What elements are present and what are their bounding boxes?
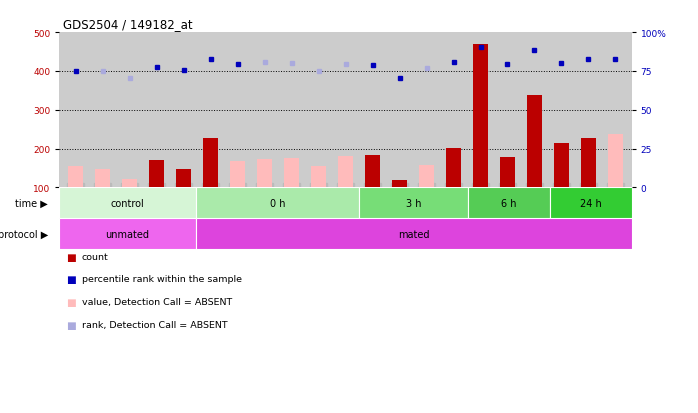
Text: ■: ■ [66, 252, 76, 262]
Text: protocol ▶: protocol ▶ [0, 229, 48, 240]
Text: count: count [82, 252, 108, 261]
Text: 6 h: 6 h [501, 198, 517, 209]
Text: 3 h: 3 h [406, 198, 422, 209]
Text: 0 h: 0 h [269, 198, 285, 209]
Bar [365, 156, 380, 188]
Text: 24 h: 24 h [580, 198, 602, 209]
Text: ■: ■ [66, 320, 76, 330]
Bar [59, 188, 195, 219]
Bar [68, 166, 83, 188]
Bar [311, 166, 326, 188]
Bar [392, 181, 407, 188]
Bar [230, 161, 245, 188]
Text: value, Detection Call = ABSENT: value, Detection Call = ABSENT [82, 297, 232, 306]
Bar [122, 179, 137, 188]
Bar [581, 138, 596, 188]
Bar [149, 161, 164, 188]
Text: unmated: unmated [105, 229, 149, 240]
Bar [203, 138, 218, 188]
Bar [338, 156, 353, 188]
Bar [554, 143, 569, 188]
Bar [473, 45, 488, 188]
Bar [195, 188, 359, 219]
Bar [284, 159, 299, 188]
Text: ■: ■ [66, 275, 76, 285]
Bar [468, 188, 550, 219]
Bar [176, 169, 191, 188]
Text: mated: mated [398, 229, 429, 240]
Text: ■: ■ [66, 297, 76, 307]
Bar [419, 166, 434, 188]
Bar [95, 169, 110, 188]
Bar [608, 135, 623, 188]
Text: percentile rank within the sample: percentile rank within the sample [82, 275, 242, 284]
Text: control: control [110, 198, 144, 209]
Text: rank, Detection Call = ABSENT: rank, Detection Call = ABSENT [82, 320, 228, 329]
Bar [550, 188, 632, 219]
Bar [257, 160, 272, 188]
Bar [446, 149, 461, 188]
Bar [59, 219, 195, 250]
Text: time ▶: time ▶ [15, 198, 48, 209]
Bar [195, 219, 632, 250]
Bar [359, 188, 468, 219]
Bar [500, 158, 515, 188]
Bar [527, 96, 542, 188]
Text: GDS2504 / 149182_at: GDS2504 / 149182_at [63, 18, 193, 31]
